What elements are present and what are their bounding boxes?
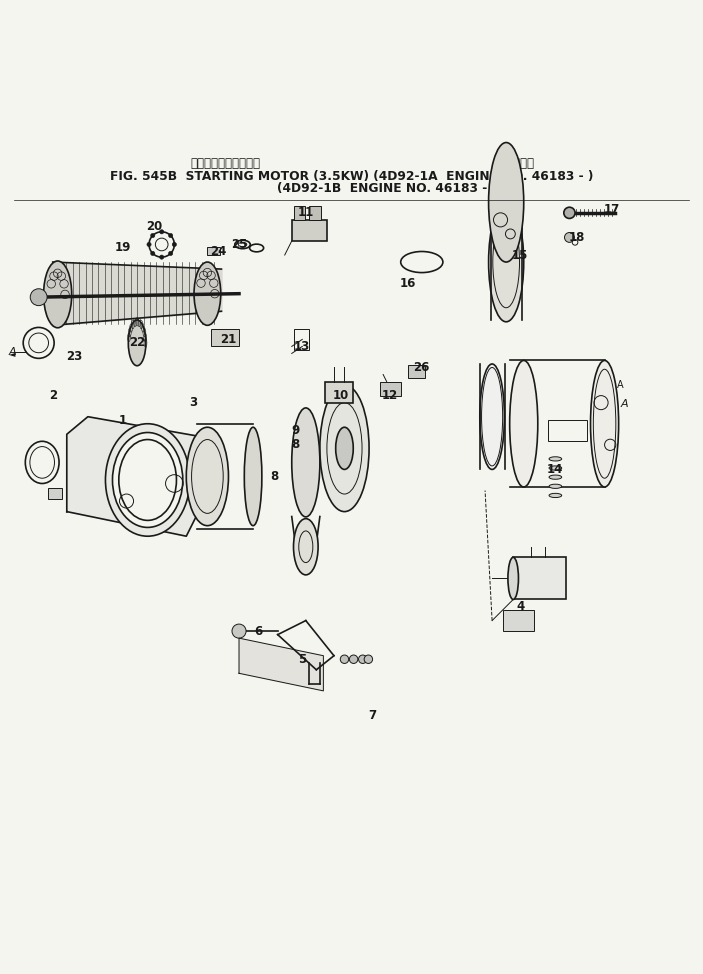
Ellipse shape [194, 262, 221, 325]
Ellipse shape [335, 428, 353, 469]
Polygon shape [239, 638, 323, 691]
Text: 8: 8 [270, 469, 278, 483]
Ellipse shape [549, 466, 562, 470]
Circle shape [564, 207, 575, 218]
Ellipse shape [549, 493, 562, 498]
Ellipse shape [128, 320, 146, 365]
Bar [294, 329, 309, 350]
Text: 21: 21 [220, 333, 237, 346]
Circle shape [359, 656, 367, 663]
Circle shape [160, 230, 164, 234]
Circle shape [30, 288, 47, 306]
Circle shape [147, 243, 151, 246]
Circle shape [169, 251, 173, 255]
Text: A: A [621, 399, 628, 409]
Circle shape [232, 624, 246, 638]
Text: 15: 15 [512, 248, 529, 261]
Text: 20: 20 [146, 220, 163, 234]
Text: 9: 9 [291, 425, 299, 437]
Text: (4D92-1B  ENGINE NO. 46183 - ): (4D92-1B ENGINE NO. 46183 - ) [277, 182, 496, 196]
Ellipse shape [44, 261, 72, 328]
Ellipse shape [112, 432, 183, 528]
Ellipse shape [293, 518, 318, 575]
Circle shape [169, 234, 173, 238]
Text: 19: 19 [115, 242, 131, 254]
Circle shape [160, 255, 164, 259]
Text: 2: 2 [49, 389, 57, 402]
Text: 18: 18 [568, 231, 585, 244]
Ellipse shape [508, 557, 519, 599]
Circle shape [150, 234, 155, 238]
Ellipse shape [245, 428, 262, 526]
Text: 5: 5 [298, 653, 307, 666]
Bar [292, 220, 327, 241]
Text: 16: 16 [399, 277, 416, 289]
Bar [325, 382, 353, 402]
Circle shape [565, 233, 574, 243]
Bar [211, 329, 239, 347]
Text: 22: 22 [129, 336, 146, 350]
Text: 26: 26 [413, 361, 430, 374]
Bar [513, 557, 566, 599]
Bar [380, 382, 401, 395]
Text: 13: 13 [294, 340, 311, 353]
Circle shape [150, 251, 155, 255]
Text: 10: 10 [333, 389, 349, 402]
Ellipse shape [510, 360, 538, 487]
Ellipse shape [489, 142, 524, 262]
Bar [503, 610, 534, 631]
Text: 17: 17 [603, 203, 620, 216]
Bar [309, 206, 321, 220]
Text: A: A [9, 347, 16, 357]
Polygon shape [67, 417, 218, 537]
Text: 1: 1 [119, 414, 127, 427]
Ellipse shape [186, 428, 228, 526]
Text: 4: 4 [516, 600, 524, 613]
Ellipse shape [549, 475, 562, 479]
Text: 23: 23 [65, 351, 82, 363]
Circle shape [172, 243, 176, 246]
Text: 14: 14 [547, 463, 564, 476]
Text: 25: 25 [231, 238, 247, 251]
Text: 3: 3 [189, 396, 198, 409]
Text: 8: 8 [291, 438, 299, 451]
Ellipse shape [489, 203, 524, 321]
Text: A: A [617, 380, 624, 390]
Circle shape [364, 656, 373, 663]
Bar [548, 420, 587, 441]
Ellipse shape [549, 457, 562, 461]
Text: 6: 6 [254, 624, 263, 638]
Bar [48, 488, 62, 499]
Text: 24: 24 [209, 245, 226, 258]
Bar [207, 246, 220, 255]
Ellipse shape [549, 484, 562, 488]
Circle shape [340, 656, 349, 663]
Text: スターティングモータ: スターティングモータ [190, 157, 260, 170]
Ellipse shape [479, 364, 504, 469]
Circle shape [349, 656, 358, 663]
Ellipse shape [320, 385, 369, 511]
Text: FIG. 545B  STARTING MOTOR (3.5KW) (4D92-1A  ENGINE NO. 46183 - ): FIG. 545B STARTING MOTOR (3.5KW) (4D92-1… [110, 169, 593, 183]
Bar [294, 206, 305, 220]
Text: 11: 11 [297, 206, 314, 219]
Ellipse shape [591, 360, 619, 487]
Ellipse shape [105, 424, 190, 537]
Text: 7: 7 [368, 709, 377, 722]
Ellipse shape [292, 408, 320, 517]
Bar [408, 365, 425, 378]
Text: ◄: ◄ [9, 349, 16, 357]
Text: 12: 12 [382, 389, 399, 402]
Text: 適用号機: 適用号機 [506, 157, 534, 170]
